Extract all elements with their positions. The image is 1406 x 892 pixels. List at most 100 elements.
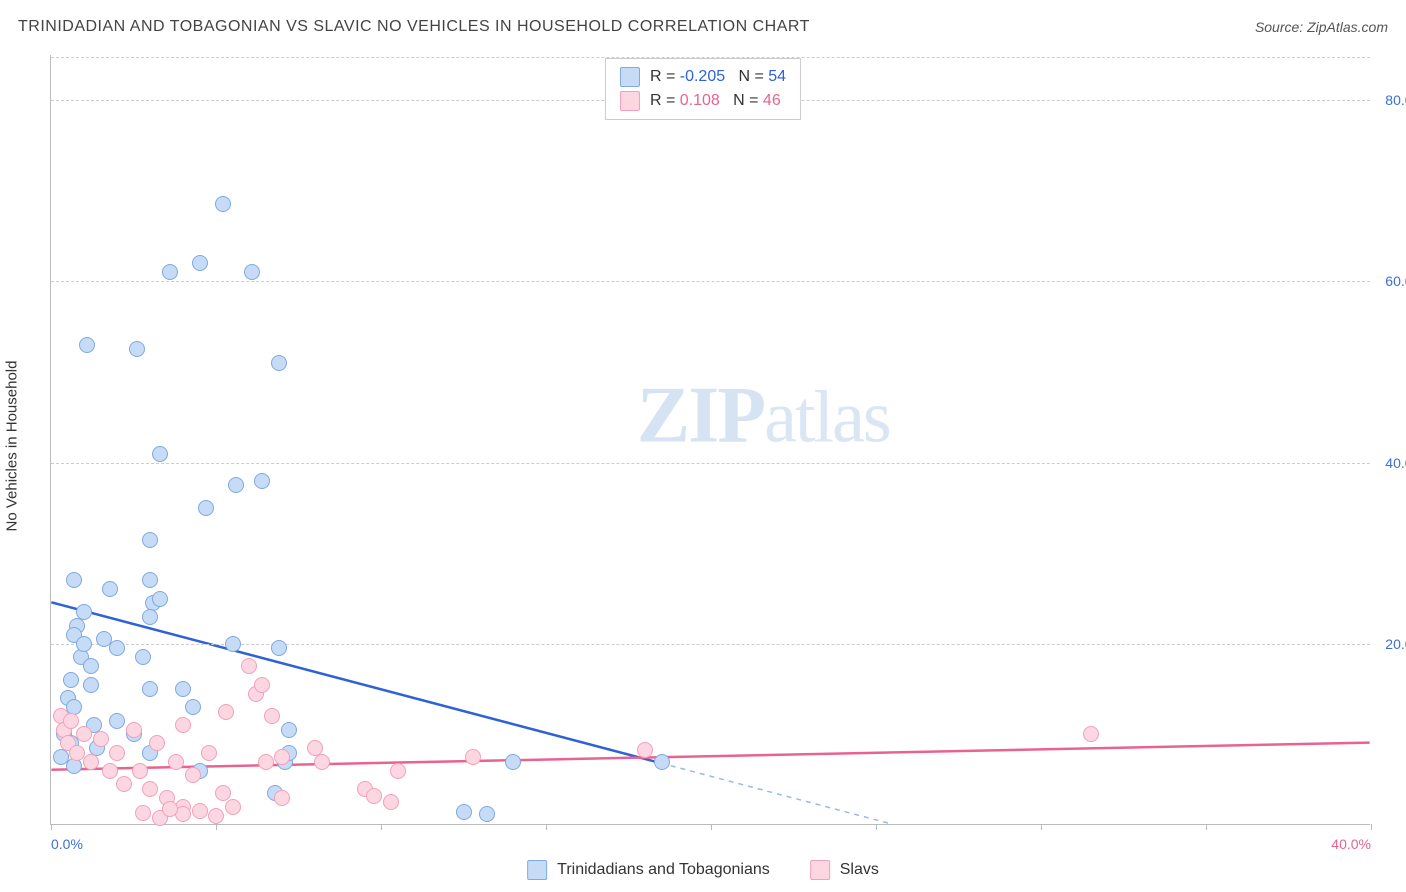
legend-label: Trinidadians and Tobagonians (557, 861, 770, 879)
data-point (218, 704, 234, 720)
chart-title: TRINIDADIAN AND TOBAGONIAN VS SLAVIC NO … (18, 18, 810, 36)
data-point (192, 255, 208, 271)
x-tick-label-min: 0.0% (51, 836, 83, 852)
r-legend-row: R = 0.108 N = 46 (620, 89, 786, 113)
data-point (102, 763, 118, 779)
data-point (201, 745, 217, 761)
data-point (637, 742, 653, 758)
legend-swatch (620, 91, 640, 111)
data-point (63, 713, 79, 729)
x-tick-mark (216, 824, 217, 830)
grid-line (51, 281, 1370, 282)
data-point (185, 767, 201, 783)
data-point (129, 341, 145, 357)
data-point (175, 681, 191, 697)
data-point (76, 636, 92, 652)
data-point (215, 196, 231, 212)
x-tick-mark (876, 824, 877, 830)
grid-line (51, 644, 1370, 645)
data-point (142, 609, 158, 625)
x-tick-mark (381, 824, 382, 830)
data-point (83, 658, 99, 674)
r-legend-text: R = 0.108 N = 46 (650, 89, 781, 113)
data-point (208, 808, 224, 824)
data-point (192, 803, 208, 819)
data-point (185, 699, 201, 715)
data-point (63, 672, 79, 688)
data-point (102, 581, 118, 597)
data-point (83, 754, 99, 770)
data-point (225, 799, 241, 815)
data-point (135, 649, 151, 665)
data-point (281, 722, 297, 738)
data-point (271, 640, 287, 656)
legend-item: Slavs (810, 860, 879, 880)
data-point (83, 677, 99, 693)
y-tick-label: 40.0% (1385, 455, 1406, 471)
data-point (228, 477, 244, 493)
data-point (274, 790, 290, 806)
data-point (126, 722, 142, 738)
legend-swatch (620, 67, 640, 87)
data-point (390, 763, 406, 779)
watermark-part2: atlas (764, 377, 890, 459)
correlation-legend: R = -0.205 N = 54R = 0.108 N = 46 (605, 58, 801, 120)
data-point (654, 754, 670, 770)
grid-line (51, 463, 1370, 464)
data-point (244, 264, 260, 280)
data-point (109, 745, 125, 761)
data-point (162, 801, 178, 817)
data-point (479, 806, 495, 822)
data-point (152, 446, 168, 462)
data-point (383, 794, 399, 810)
data-point (66, 758, 82, 774)
data-point (109, 640, 125, 656)
data-point (142, 681, 158, 697)
data-point (135, 805, 151, 821)
data-point (76, 604, 92, 620)
legend-label: Slavs (840, 861, 879, 879)
y-axis-label: No Vehicles in Household (4, 361, 21, 532)
data-point (254, 473, 270, 489)
legend-item: Trinidadians and Tobagonians (527, 860, 770, 880)
plot-area: ZIPatlas 20.0%40.0%60.0%80.0%0.0%40.0% (50, 55, 1370, 825)
data-point (79, 337, 95, 353)
data-point (198, 500, 214, 516)
r-legend-text: R = -0.205 N = 54 (650, 65, 786, 89)
y-tick-label: 20.0% (1385, 636, 1406, 652)
data-point (274, 749, 290, 765)
data-point (254, 677, 270, 693)
data-point (505, 754, 521, 770)
data-point (116, 776, 132, 792)
data-point (142, 572, 158, 588)
x-tick-mark (1206, 824, 1207, 830)
data-point (142, 781, 158, 797)
data-point (132, 763, 148, 779)
trend-lines (51, 55, 1370, 824)
data-point (366, 788, 382, 804)
data-point (162, 264, 178, 280)
legend-swatch (527, 860, 547, 880)
data-point (258, 754, 274, 770)
watermark: ZIPatlas (637, 371, 890, 462)
data-point (456, 804, 472, 820)
x-tick-mark (51, 824, 52, 830)
data-point (93, 731, 109, 747)
data-point (142, 532, 158, 548)
r-legend-row: R = -0.205 N = 54 (620, 65, 786, 89)
x-tick-label-max: 40.0% (1331, 836, 1371, 852)
y-tick-label: 80.0% (1385, 92, 1406, 108)
data-point (1083, 726, 1099, 742)
watermark-part1: ZIP (637, 372, 764, 460)
data-point (109, 713, 125, 729)
legend-swatch (810, 860, 830, 880)
data-point (465, 749, 481, 765)
x-tick-mark (546, 824, 547, 830)
data-point (168, 754, 184, 770)
data-point (152, 591, 168, 607)
data-point (149, 735, 165, 751)
x-tick-mark (1371, 824, 1372, 830)
data-point (76, 726, 92, 742)
data-point (66, 572, 82, 588)
data-point (314, 754, 330, 770)
